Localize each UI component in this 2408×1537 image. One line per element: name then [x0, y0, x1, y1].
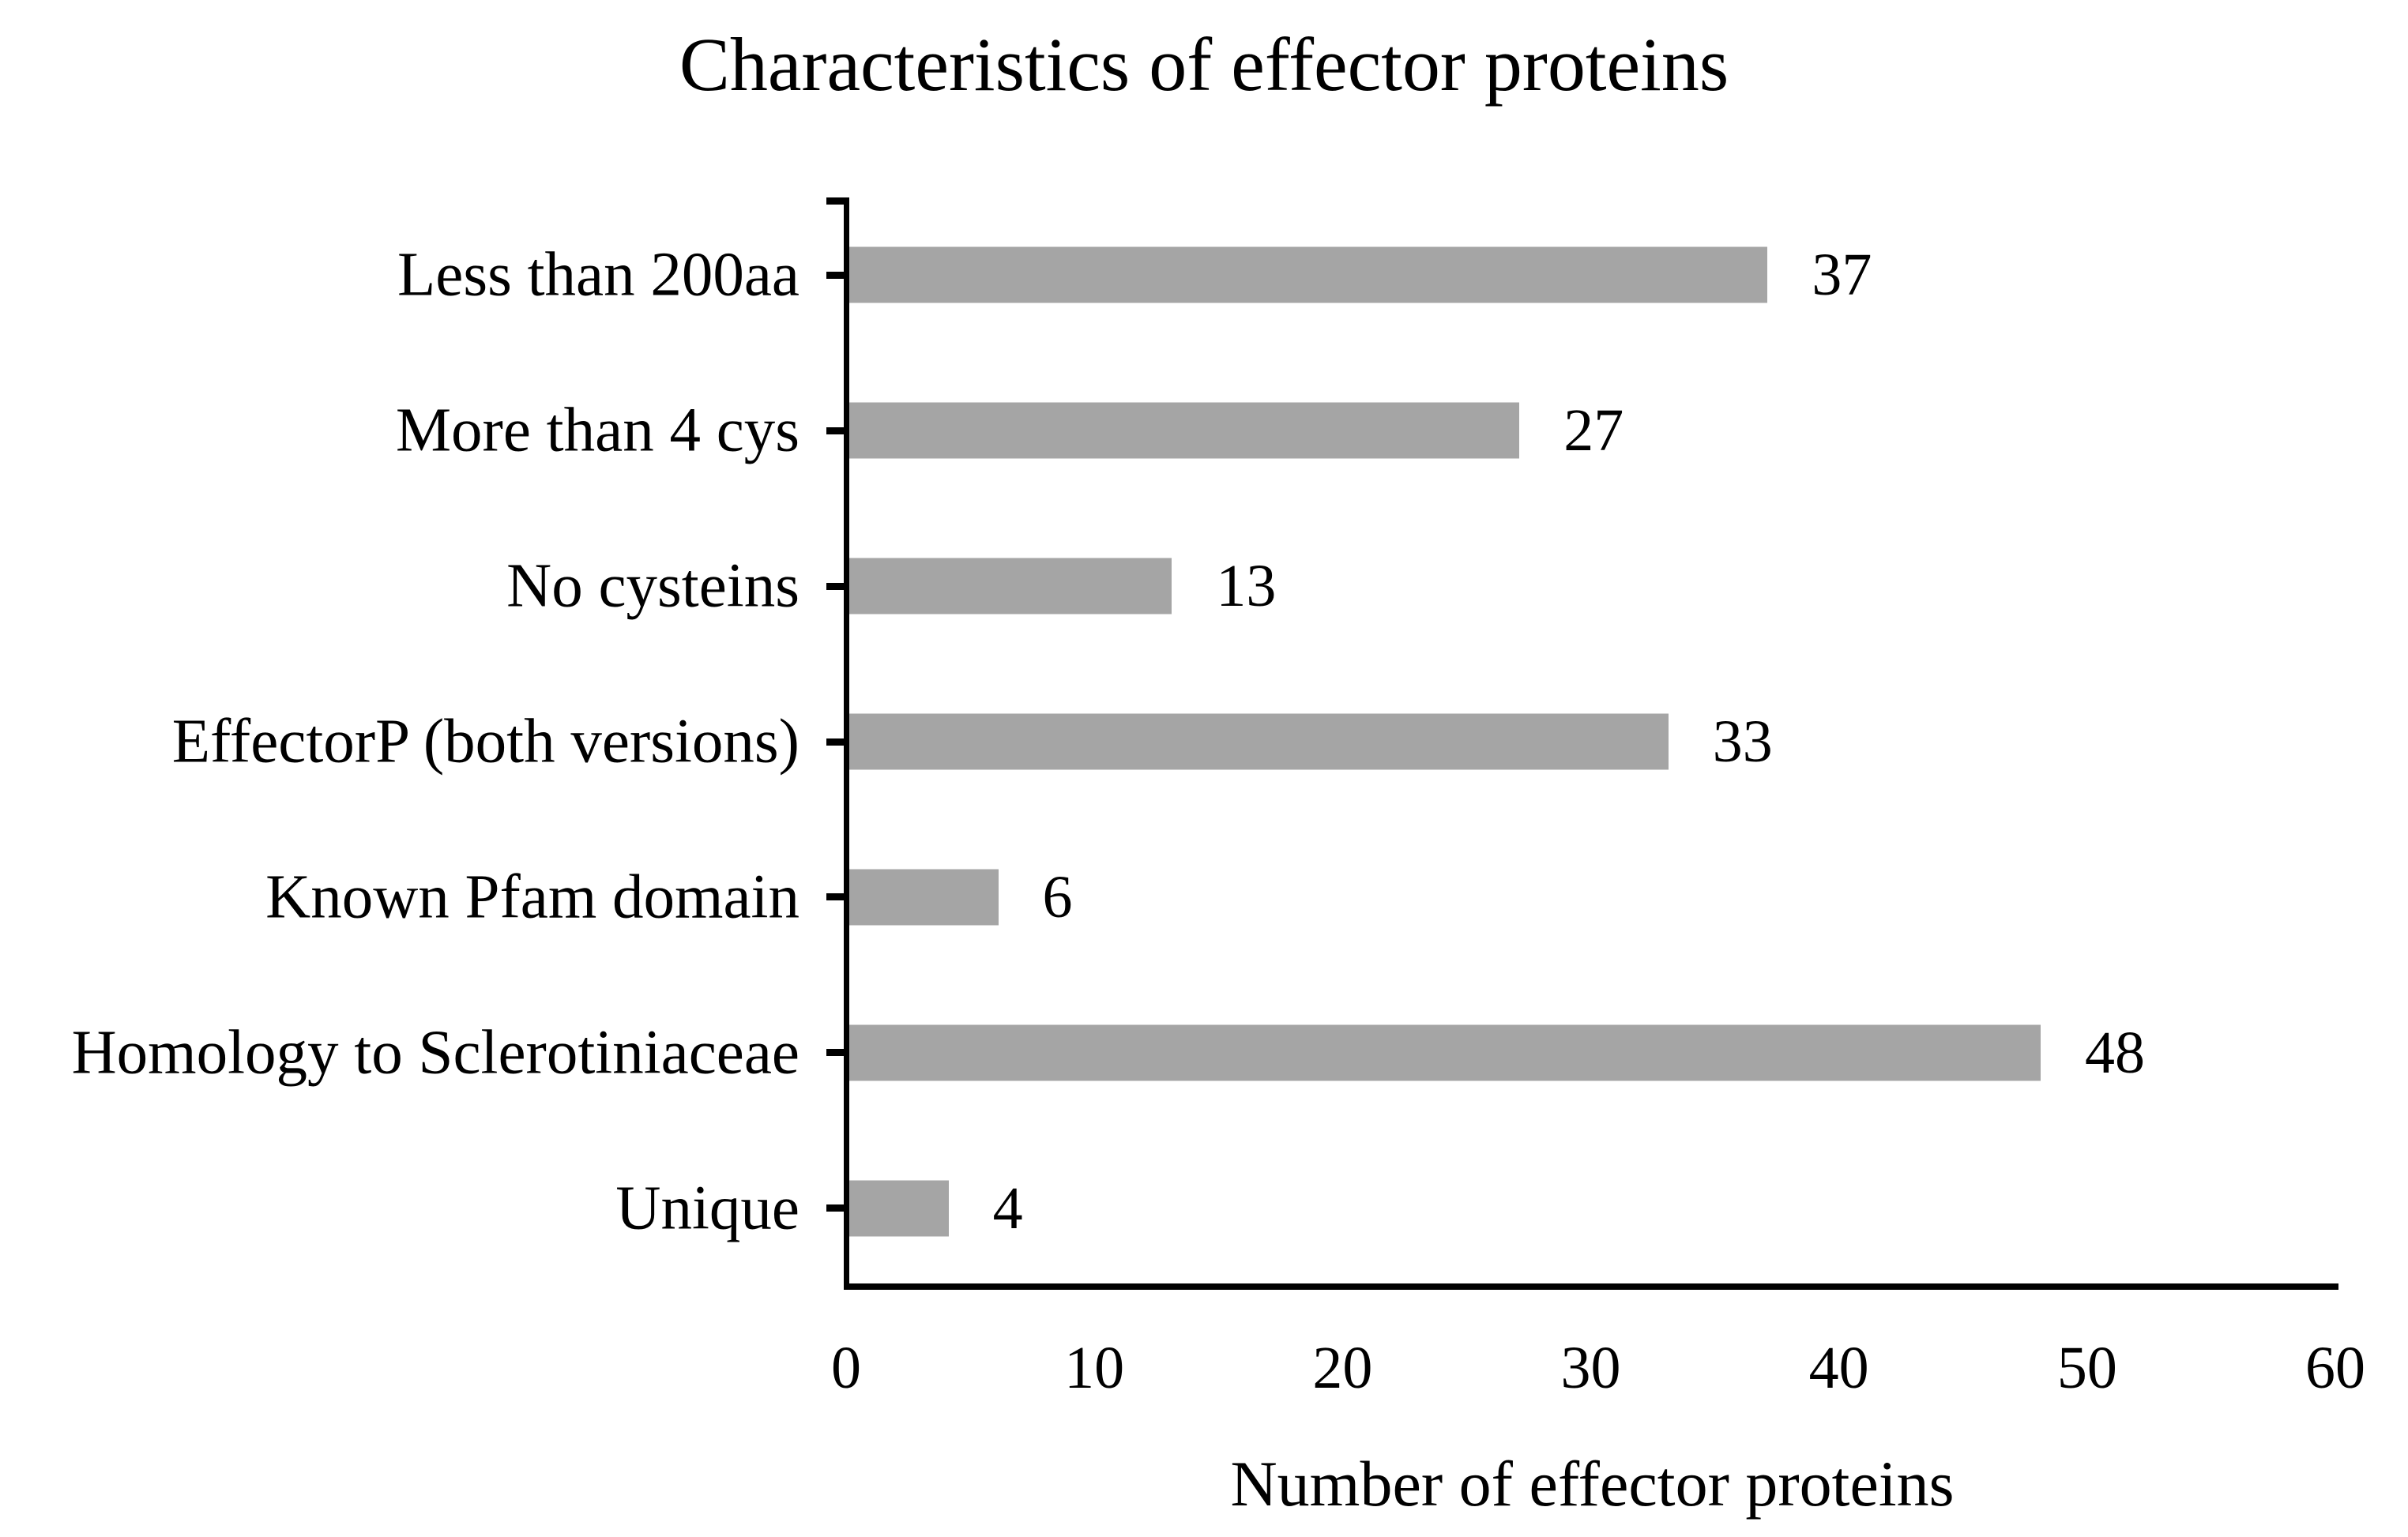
category-label: Homology to Sclerotiniaceae — [71, 1018, 800, 1088]
y-axis-top-tick — [826, 197, 847, 205]
y-tick-mark — [826, 1204, 847, 1212]
y-tick-mark — [826, 893, 847, 901]
y-tick-mark — [826, 738, 847, 746]
category-label: EffectorP (both versions) — [171, 707, 800, 776]
x-tick-label: 60 — [2305, 1335, 2365, 1401]
x-tick-label: 10 — [1064, 1335, 1125, 1401]
y-tick-mark — [826, 582, 847, 590]
bar — [849, 713, 1669, 770]
x-axis-line — [844, 1283, 2338, 1290]
value-label: 13 — [1216, 553, 1277, 620]
x-tick-label: 0 — [831, 1335, 861, 1401]
y-tick-mark — [826, 1049, 847, 1057]
category-label: Less than 200aa — [397, 240, 800, 310]
value-label: 6 — [1042, 863, 1073, 930]
chart-title: Characteristics of effector proteins — [679, 22, 1729, 107]
category-label: More than 4 cys — [395, 396, 800, 465]
bar — [849, 558, 1172, 614]
bar — [849, 246, 1768, 303]
category-label: Unique — [615, 1174, 800, 1243]
bar — [849, 1024, 2041, 1081]
bar — [849, 1180, 949, 1237]
y-tick-mark — [826, 427, 847, 434]
value-label: 37 — [1812, 242, 1872, 309]
x-axis-title: Number of effector proteins — [1230, 1448, 1955, 1520]
value-label: 33 — [1712, 708, 1773, 775]
category-label: Known Pfam domain — [265, 862, 800, 932]
x-tick-label: 30 — [1560, 1335, 1621, 1401]
value-label: 4 — [992, 1174, 1023, 1242]
x-tick-label: 20 — [1312, 1335, 1373, 1401]
value-label: 27 — [1563, 397, 1624, 464]
category-label: No cysteins — [506, 551, 800, 621]
y-tick-mark — [826, 271, 847, 279]
x-tick-label: 50 — [2056, 1335, 2117, 1401]
value-label: 48 — [2085, 1019, 2145, 1086]
x-tick-label: 40 — [1808, 1335, 1869, 1401]
bar — [849, 402, 1520, 459]
bar — [849, 869, 999, 926]
